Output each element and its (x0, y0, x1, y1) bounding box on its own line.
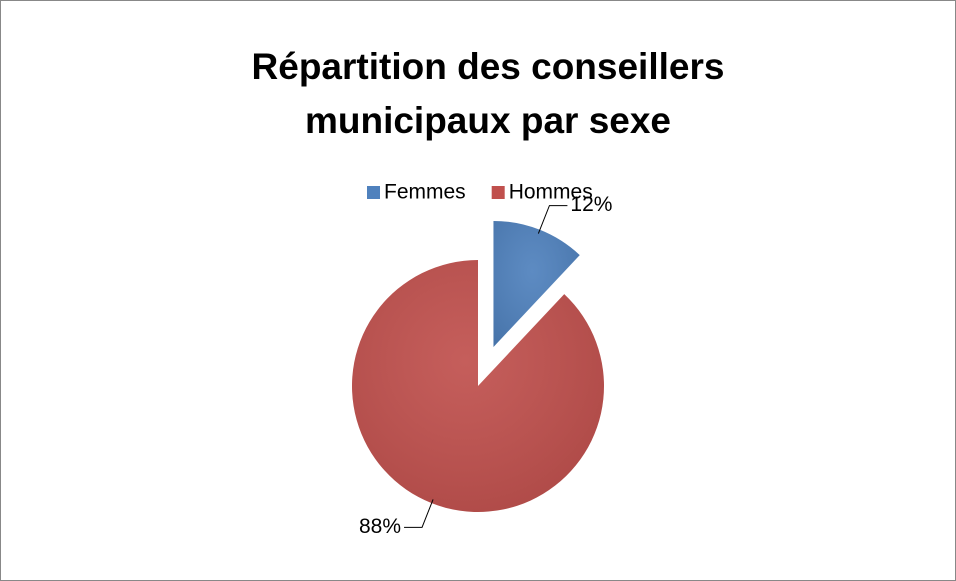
leader-line (404, 499, 434, 528)
data-label: 88% (359, 515, 401, 538)
slice-shade (493, 220, 580, 347)
legend-swatch (491, 186, 505, 199)
legend-swatch (367, 186, 380, 199)
legend-label: Femmes (384, 181, 466, 204)
legend-label: Hommes (509, 181, 593, 204)
leader-line (537, 205, 568, 234)
chart-title: Répartition des conseillers municipaux p… (251, 46, 725, 141)
slice-shade (351, 260, 604, 513)
data-label: 12% (570, 193, 612, 216)
